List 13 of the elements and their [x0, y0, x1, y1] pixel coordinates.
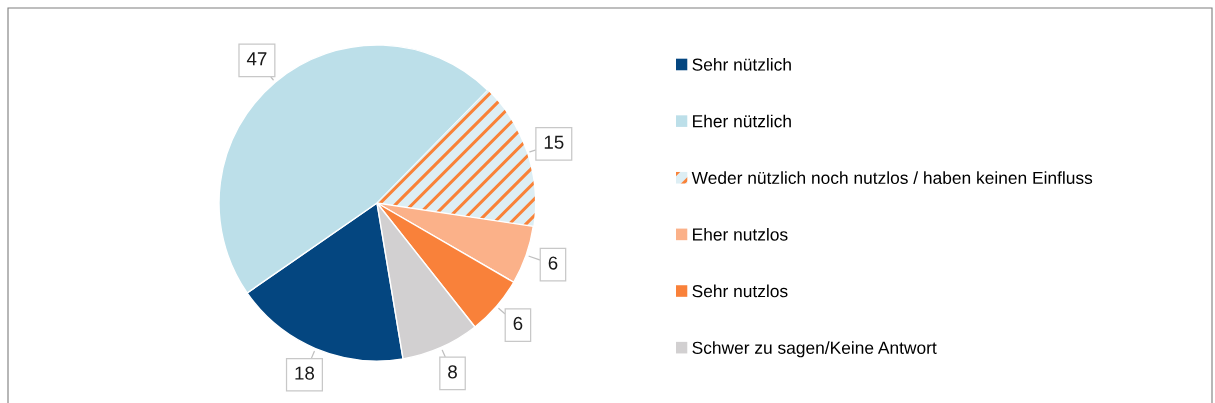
legend-label: Sehr nutzlos: [692, 284, 788, 298]
legend-label: Eher nutzlos: [693, 227, 788, 241]
pie-slice: [377, 90, 535, 227]
data-label: 6: [548, 256, 558, 270]
legend-label: Schwer zu sagen/Keine Antwort: [692, 341, 937, 358]
legend-label: Weder nützlich noch nutzlos / haben keinen Einfluss: [691, 171, 1093, 185]
data-label: 15: [544, 135, 564, 149]
data-label: 6: [513, 316, 523, 331]
legend-label: Sehr nützlich: [692, 58, 791, 71]
data-label: 8: [448, 365, 457, 379]
data-label: 47: [246, 52, 267, 66]
data-label: 18: [295, 366, 315, 380]
legend-label: Eher nützlich: [693, 114, 791, 128]
